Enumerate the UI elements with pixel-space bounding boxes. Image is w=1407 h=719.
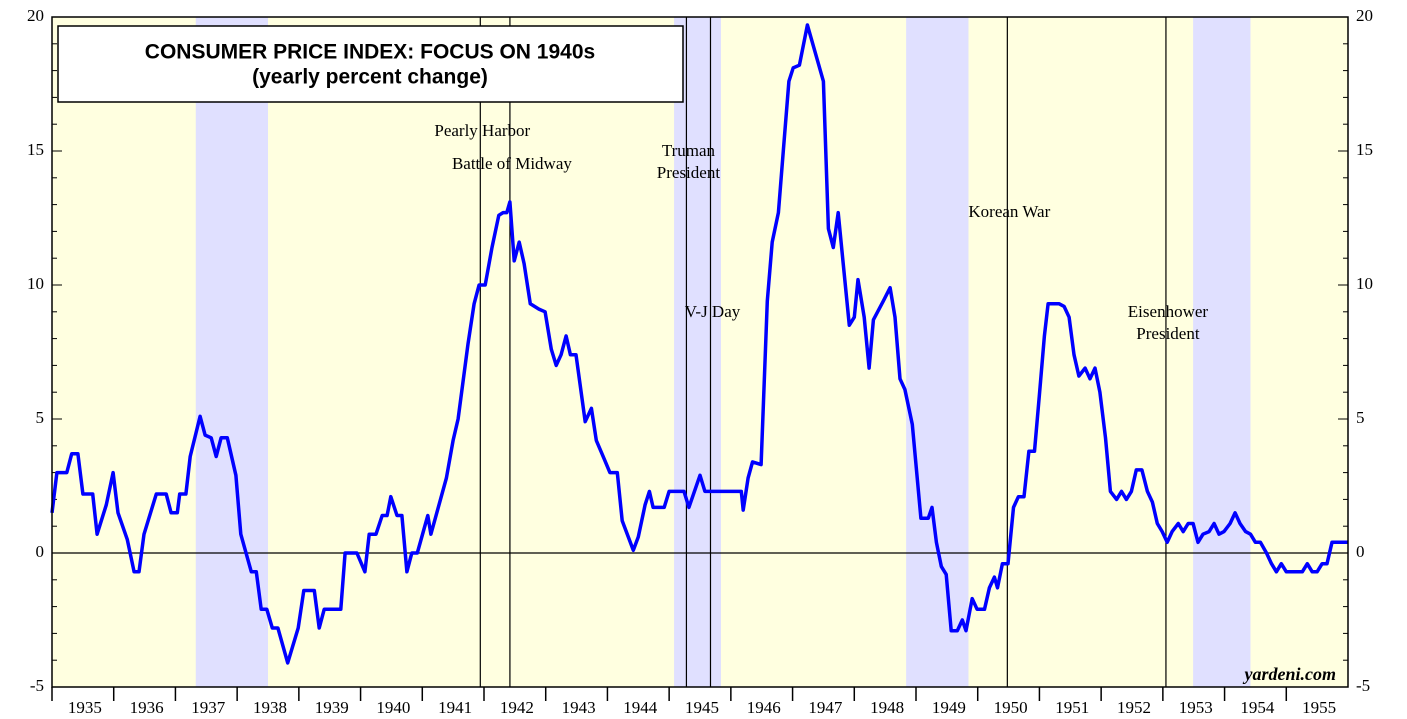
cpi-line [50,23,1348,665]
x-tick-label: 1945 [685,698,719,717]
x-tick-label: 1939 [315,698,349,717]
annotation: Korean War [968,202,1050,221]
watermark: yardeni.com [1243,664,1337,684]
x-tick-label: 1937 [191,698,226,717]
x-tick-label: 1955 [1302,698,1336,717]
annotation: Battle of Midway [452,154,572,173]
y-tick-label-right: 0 [1356,542,1365,561]
x-tick-label: 1936 [130,698,164,717]
annotation: V-J Day [685,302,741,321]
y-tick-label-right: 10 [1356,274,1373,293]
y-tick-label: 0 [36,542,45,561]
x-tick-label: 1943 [562,698,596,717]
annotation: Eisenhower [1128,302,1209,321]
x-tick-label: 1940 [376,698,410,717]
y-tick-label: 15 [27,140,44,159]
x-tick-label: 1952 [1117,698,1151,717]
chart-title: CONSUMER PRICE INDEX: FOCUS ON 1940s [145,41,595,64]
x-tick-label: 1954 [1240,698,1275,717]
x-tick-label: 1944 [623,698,658,717]
recession-band [1193,17,1251,687]
recession-band [906,17,969,687]
x-tick-label: 1949 [932,698,966,717]
x-tick-label: 1948 [870,698,904,717]
plot-frame [51,16,1349,688]
y-tick-label-right: 20 [1356,6,1373,25]
y-tick-label: -5 [30,676,44,695]
y-tick-label-right: -5 [1356,676,1370,695]
recession-band [674,17,721,687]
y-tick-label: 5 [36,408,45,427]
annotation: Truman [662,141,716,160]
x-tick-label: 1938 [253,698,287,717]
annotation: President [1136,324,1200,343]
x-tick-label: 1950 [994,698,1028,717]
annotation: Pearly Harbor [434,121,530,140]
x-tick-label: 1946 [747,698,781,717]
x-tick-label: 1947 [808,698,843,717]
x-tick-label: 1935 [68,698,102,717]
chart-subtitle: (yearly percent change) [252,66,488,89]
x-tick-label: 1941 [438,698,472,717]
x-tick-label: 1953 [1179,698,1213,717]
x-tick-label: 1951 [1055,698,1089,717]
y-tick-label: 10 [27,274,44,293]
y-tick-label: 20 [27,6,44,25]
x-tick-label: 1942 [500,698,534,717]
y-tick-label-right: 15 [1356,140,1373,159]
title-box [57,25,684,103]
annotation: President [657,163,721,182]
y-tick-label-right: 5 [1356,408,1365,427]
